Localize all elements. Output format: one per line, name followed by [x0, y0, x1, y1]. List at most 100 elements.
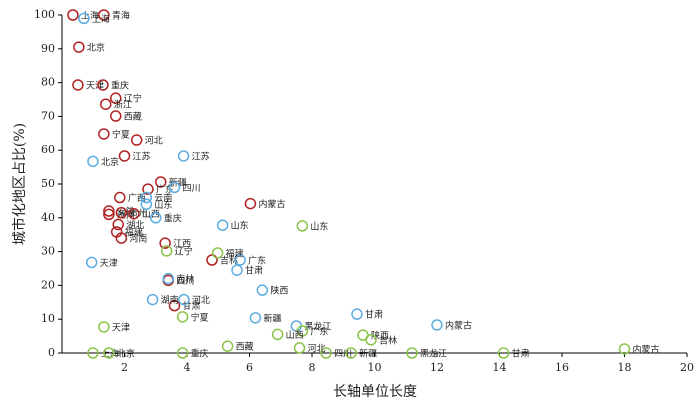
point-label: 北京: [101, 156, 119, 168]
point-label: 西藏: [124, 111, 142, 123]
point-label: 四川: [183, 184, 201, 194]
point-label: 陕西: [270, 285, 288, 297]
point: [365, 334, 377, 346]
y-tick-label: 20: [41, 278, 55, 291]
point: [618, 343, 631, 355]
point: [140, 191, 153, 204]
point: [150, 212, 162, 224]
point: [155, 176, 167, 188]
point-label: 山东: [231, 220, 249, 232]
y-tick-label: 100: [34, 8, 55, 21]
point: [296, 325, 309, 337]
point-label: 吉林: [379, 334, 397, 346]
point: [128, 207, 140, 220]
point: [97, 79, 109, 91]
point: [351, 308, 363, 320]
point-label: 内蒙古: [258, 198, 285, 210]
point: [115, 206, 128, 219]
point: [431, 319, 443, 331]
point-label: 辽宁: [175, 245, 193, 257]
point: [231, 264, 243, 276]
y-tick-label: 40: [41, 211, 55, 224]
point-label: 江苏: [133, 150, 151, 162]
point: [110, 92, 122, 104]
point-label: 河北: [308, 342, 326, 354]
point-label: 重庆: [111, 79, 129, 91]
point: [118, 150, 131, 162]
point: [216, 219, 229, 231]
point-label: 青海: [112, 10, 130, 22]
point: [67, 9, 79, 21]
point: [98, 9, 110, 21]
point-label: 河南: [129, 233, 147, 245]
point-label: 重庆: [164, 212, 182, 224]
point: [142, 183, 154, 195]
point: [168, 181, 181, 194]
point: [176, 347, 189, 359]
point: [103, 205, 115, 217]
y-axis-title: 城市化地区占比(%): [11, 123, 28, 245]
point-label: 吉林: [220, 255, 238, 267]
y-tick-label: 10: [41, 312, 55, 325]
point: [406, 347, 418, 359]
point-label: 福建: [226, 247, 244, 259]
y-tick-label: 70: [41, 109, 55, 122]
point: [256, 284, 269, 296]
x-tick-label: 12: [430, 361, 444, 374]
point-label: 山东: [310, 220, 328, 232]
x-tick-label: 18: [618, 361, 632, 374]
point-label: 内蒙古: [445, 319, 472, 331]
point: [85, 256, 98, 269]
point: [177, 150, 190, 162]
point: [72, 79, 84, 91]
point-label: 新疆: [169, 176, 187, 188]
point: [296, 220, 309, 232]
point-label: 上海: [81, 10, 99, 22]
point: [112, 218, 124, 231]
x-tick-label: 6: [246, 361, 253, 374]
point: [168, 299, 181, 312]
x-tick-label: 14: [493, 361, 507, 374]
point: [234, 254, 246, 266]
y-tick-label: 50: [41, 177, 55, 190]
point-label: 内蒙古: [633, 343, 660, 355]
point: [140, 198, 153, 211]
point-label: 重庆: [191, 348, 209, 360]
y-tick-label: 90: [41, 42, 55, 55]
point-label: 北京: [117, 348, 135, 360]
point-label: 四川: [176, 277, 194, 287]
point: [345, 347, 357, 359]
x-tick-label: 8: [309, 361, 316, 374]
point-label: 河北: [145, 135, 163, 147]
point-label: 新疆: [359, 348, 377, 360]
point-label: 辽宁: [124, 93, 142, 105]
point-label: 吉林: [176, 273, 194, 285]
point: [98, 321, 110, 333]
point: [100, 98, 112, 110]
point-label: 北京: [87, 42, 105, 54]
point-label: 四川: [334, 350, 352, 360]
point: [162, 272, 174, 285]
point-label: 天津: [86, 80, 104, 91]
x-tick-label: 4: [184, 361, 191, 374]
point: [244, 197, 257, 210]
point-label: 甘肃: [512, 348, 530, 360]
point-label: 天津: [112, 322, 130, 333]
x-tick-label: 20: [680, 361, 694, 374]
point-label: 福建: [125, 226, 143, 238]
point: [103, 208, 115, 221]
point: [206, 254, 218, 266]
point-label: 山西: [286, 330, 304, 341]
point-label: 湖南: [161, 294, 179, 306]
x-tick-label: 16: [555, 361, 569, 374]
point-label: 浙江: [114, 99, 132, 111]
point: [176, 311, 189, 323]
point: [320, 347, 332, 359]
x-tick-label: 2: [121, 361, 128, 374]
point-label: 河北: [192, 294, 210, 306]
point: [87, 347, 99, 359]
point: [114, 191, 126, 204]
point-label: 广东: [310, 326, 328, 338]
point: [115, 232, 128, 244]
